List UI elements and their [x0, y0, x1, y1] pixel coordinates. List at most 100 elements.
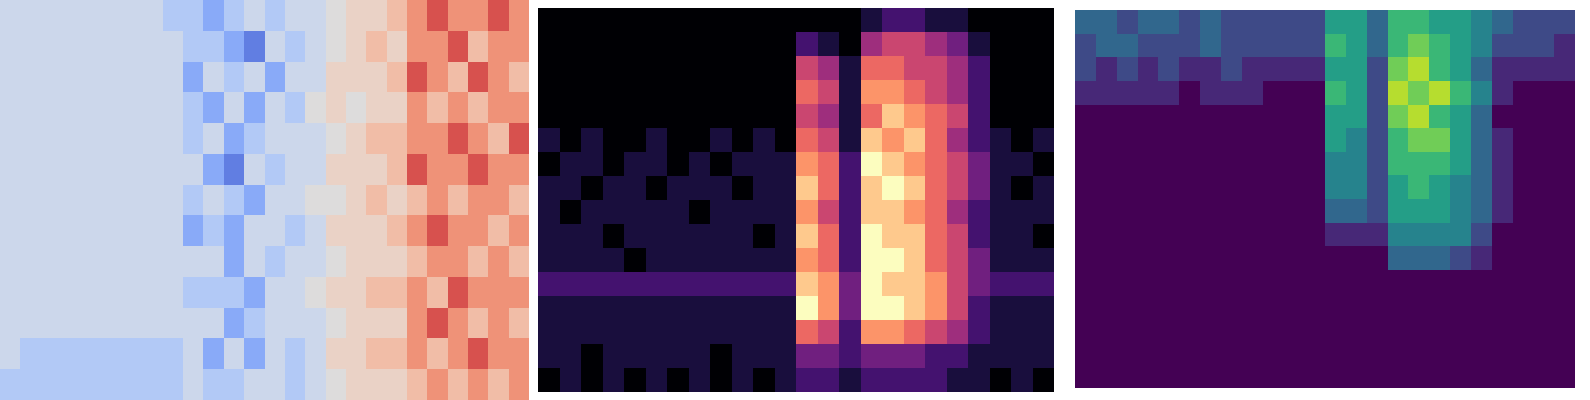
heatmap-cell: [990, 80, 1012, 105]
heatmap-cell: [1304, 341, 1325, 365]
heatmap-cell: [1513, 223, 1534, 247]
heatmap-cell: [990, 32, 1012, 57]
heatmap-cell: [1200, 81, 1221, 105]
heatmap-cell: [509, 185, 529, 216]
heatmap-cell: [689, 320, 711, 345]
heatmap-cell: [224, 31, 245, 62]
heatmap-cell: [775, 248, 797, 273]
heatmap-cell: [1471, 270, 1492, 294]
heatmap-cell: [1011, 80, 1033, 105]
heatmap-cell: [689, 344, 711, 369]
heatmap-cell: [488, 308, 509, 339]
heatmap-cell: [387, 185, 408, 216]
heatmap-cell: [61, 0, 82, 31]
heatmap-cell: [839, 368, 861, 392]
heatmap-cell: [861, 368, 883, 392]
heatmap-cell: [122, 308, 143, 339]
heatmap-cell: [102, 31, 123, 62]
heatmap-cell: [968, 104, 990, 129]
heatmap-cell: [1138, 223, 1159, 247]
heatmap-cell: [1513, 105, 1534, 129]
heatmap-cell: [1408, 34, 1429, 58]
heatmap-cell: [387, 215, 408, 246]
heatmap-cell: [581, 104, 603, 129]
heatmap-cell: [624, 128, 646, 153]
heatmap-cell: [775, 200, 797, 225]
heatmap-cell: [224, 277, 245, 308]
heatmap-cell: [925, 368, 947, 392]
heatmap-cell: [624, 224, 646, 249]
heatmap-cell: [1471, 105, 1492, 129]
heatmap-cell: [1388, 10, 1409, 34]
heatmap-cell: [326, 31, 347, 62]
heatmap-cell: [839, 320, 861, 345]
heatmap-cell: [1471, 223, 1492, 247]
heatmap-cell: [1554, 223, 1575, 247]
heatmap-cell: [1283, 364, 1304, 388]
heatmap-cell: [1408, 294, 1429, 318]
heatmap-cell: [1554, 364, 1575, 388]
heatmap-cell: [427, 154, 448, 185]
heatmap-cell: [224, 338, 245, 369]
heatmap-cell: [102, 62, 123, 93]
heatmap-cell: [1513, 10, 1534, 34]
heatmap-cell: [1263, 10, 1284, 34]
heatmap-cell: [947, 344, 969, 369]
heatmap-cell: [448, 62, 469, 93]
heatmap-cell: [1138, 34, 1159, 58]
heatmap-cell: [882, 176, 904, 201]
heatmap-cell: [624, 344, 646, 369]
heatmap-cell: [163, 0, 184, 31]
heatmap-cell: [796, 248, 818, 273]
heatmap-cell: [142, 92, 163, 123]
heatmap-cell: [1033, 200, 1055, 225]
heatmap-cell: [775, 296, 797, 321]
heatmap-cell: [183, 154, 204, 185]
heatmap-cell: [163, 123, 184, 154]
heatmap-cell: [1450, 175, 1471, 199]
heatmap-cell: [1450, 152, 1471, 176]
heatmap-cell: [1242, 57, 1263, 81]
heatmap-cell: [1221, 246, 1242, 270]
heatmap-cell: [904, 80, 926, 105]
heatmap-cell: [732, 248, 754, 273]
heatmap-cell: [667, 176, 689, 201]
heatmap-cell: [1158, 270, 1179, 294]
heatmap-cell: [346, 338, 367, 369]
heatmap-cell: [488, 0, 509, 31]
heatmap-cell: [448, 338, 469, 369]
heatmap-cell: [1471, 364, 1492, 388]
heatmap-cell: [904, 272, 926, 297]
heatmap-cell: [1138, 128, 1159, 152]
heatmap-cell: [689, 296, 711, 321]
heatmap-cell: [183, 338, 204, 369]
heatmap-cell: [775, 56, 797, 81]
heatmap-cell: [1471, 199, 1492, 223]
heatmap-cell: [203, 246, 224, 277]
heatmap-cell: [1075, 128, 1096, 152]
heatmap-cell: [61, 246, 82, 277]
heatmap-cell: [1158, 317, 1179, 341]
heatmap-cell: [603, 152, 625, 177]
heatmap-cell: [163, 308, 184, 339]
heatmap-cell: [1304, 10, 1325, 34]
heatmap-cell: [468, 0, 489, 31]
heatmap-cell: [904, 368, 926, 392]
heatmap-cell: [1304, 175, 1325, 199]
heatmap-cell: [1367, 152, 1388, 176]
heatmap-cell: [203, 0, 224, 31]
heatmap-cell: [1096, 317, 1117, 341]
heatmap-cell: [1158, 223, 1179, 247]
heatmap-cell: [20, 92, 41, 123]
heatmap-cell: [1200, 341, 1221, 365]
heatmap-cell: [102, 154, 123, 185]
heatmap-cell: [1513, 246, 1534, 270]
heatmap-cell: [224, 123, 245, 154]
heatmap-cell: [1221, 128, 1242, 152]
heatmap-cell: [1325, 57, 1346, 81]
heatmap-cell: [203, 92, 224, 123]
heatmap-cell: [947, 224, 969, 249]
heatmap-cell: [1158, 10, 1179, 34]
heatmap-cell: [925, 56, 947, 81]
heatmap-cell: [326, 62, 347, 93]
